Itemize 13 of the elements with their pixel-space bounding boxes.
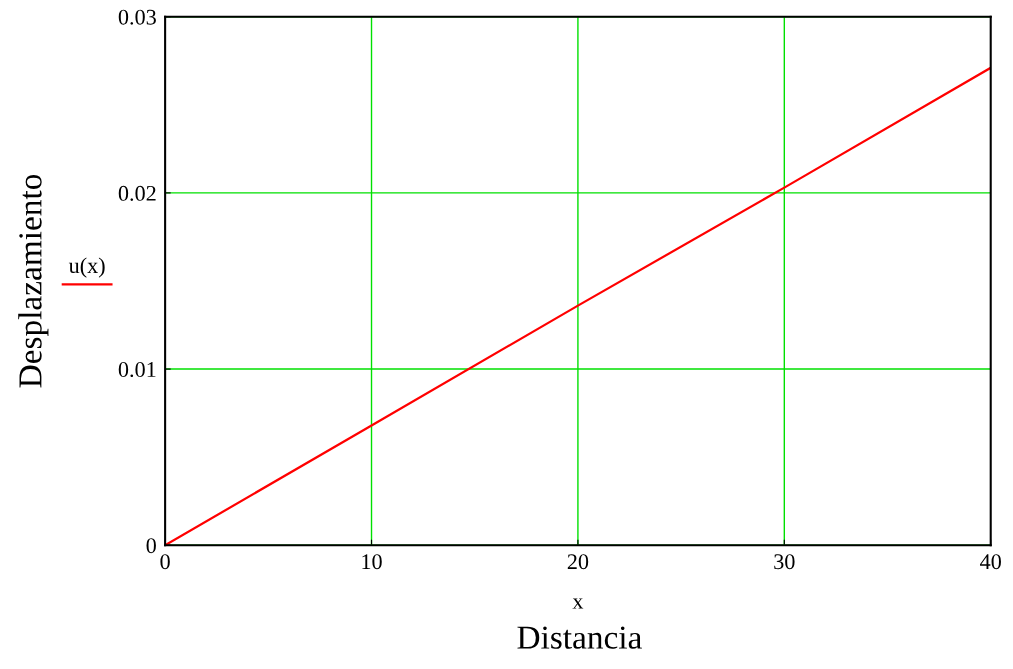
text: Distancia — [517, 626, 642, 649]
x-tick-label: 40 — [980, 554, 1001, 570]
y-tick-label: 0.03 — [118, 9, 156, 25]
y-tick-label: 0 — [146, 538, 156, 554]
text: u(x) — [68, 257, 105, 278]
y-tick-label: 0.02 — [118, 185, 156, 201]
x-tick-label: 10 — [362, 554, 382, 570]
y-axis-title: Desplazamiento — [18, 174, 49, 388]
x-axis-title: x — [572, 598, 584, 609]
x-tick-label: 20 — [567, 554, 589, 570]
y-tick-label: 0.01 — [118, 362, 156, 378]
x-tick-label: 30 — [774, 554, 795, 570]
x-tick-label: 0 — [160, 554, 170, 570]
